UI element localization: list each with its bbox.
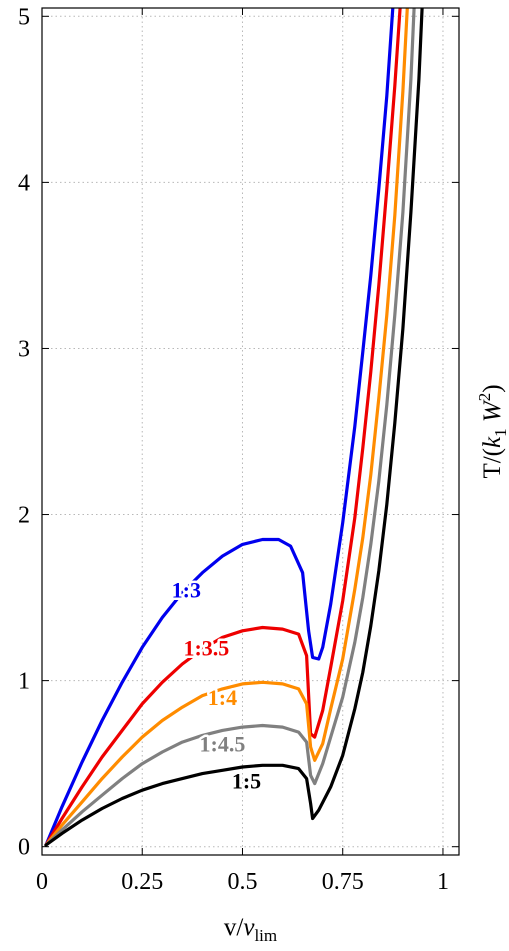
x-tick-label: 0.25 <box>121 869 163 895</box>
x-tick-label: 1 <box>437 869 449 895</box>
y-tick-label: 4 <box>18 170 30 196</box>
series-labels: 1:31:31:3.51:3.51:41:41:4.51:4.51:51:5 <box>169 575 263 796</box>
y-tick-label: 5 <box>18 4 30 30</box>
x-axis-label: v/vlim <box>224 914 277 945</box>
y-tick-label: 3 <box>18 336 30 362</box>
plot-frame <box>41 7 460 856</box>
x-tick-label: 0.75 <box>322 869 364 895</box>
y-tick-label: 1 <box>18 669 30 695</box>
x-tick-label: 0 <box>36 869 48 895</box>
series-label-halo: 1:3 <box>172 577 201 602</box>
series-label: 1:5 <box>232 768 261 793</box>
series-label: 1:4 <box>208 685 237 710</box>
series-label-halo: 1:5 <box>232 768 261 793</box>
series-label-halo: 1:4 <box>208 685 237 710</box>
series-line <box>44 8 424 847</box>
series-lines <box>44 8 424 847</box>
series-line <box>44 8 409 847</box>
grid <box>42 8 459 855</box>
axis-ticks: 0 0.25 0.5 0.75 1 0 1 2 3 4 5 <box>18 4 459 895</box>
x-tick-label: 0.5 <box>227 869 257 895</box>
y-axis-label: T/(k1 W2) <box>475 384 509 478</box>
series-line <box>44 8 416 847</box>
y-tick-label: 2 <box>18 503 30 529</box>
series-line <box>44 8 395 847</box>
series-label-halo: 1:4.5 <box>200 732 246 757</box>
series-label-halo: 1:3.5 <box>183 635 229 660</box>
y-tick-label: 0 <box>18 835 30 861</box>
series-label: 1:3.5 <box>183 635 229 660</box>
series-line <box>44 8 402 847</box>
series-label: 1:3 <box>172 577 201 602</box>
series-label: 1:4.5 <box>200 732 246 757</box>
